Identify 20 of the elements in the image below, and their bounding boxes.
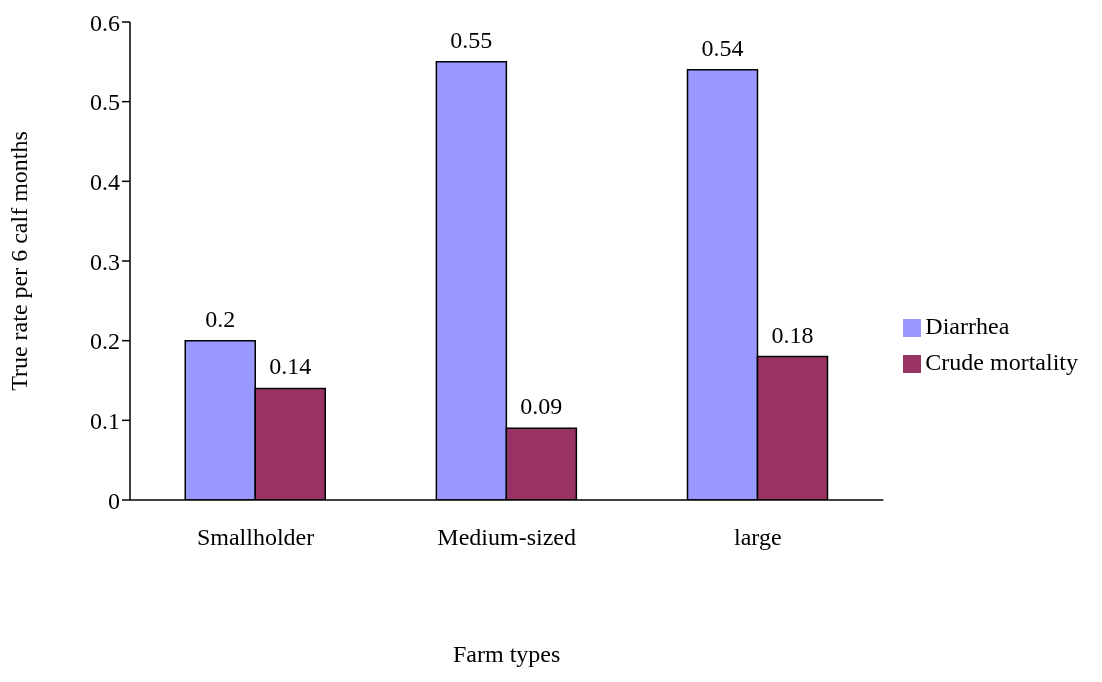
x-tick-label: Medium-sized — [437, 524, 576, 551]
y-tick-label: 0.5 — [90, 89, 120, 116]
legend-label: Diarrhea — [925, 313, 1010, 339]
x-tick-label: large — [734, 524, 782, 551]
y-axis-title: True rate per 6 calf months — [5, 131, 32, 391]
data-label: 0.2 — [205, 305, 236, 332]
data-label: 0.14 — [269, 353, 312, 380]
data-label: 0.55 — [450, 26, 493, 53]
x-axis-title: Farm types — [453, 641, 561, 667]
y-tick-label: 0 — [108, 487, 120, 514]
data-label: 0.09 — [520, 393, 563, 420]
y-tick-label: 0.3 — [90, 248, 120, 275]
y-tick-label: 0.2 — [90, 328, 120, 355]
data-label: 0.18 — [771, 321, 814, 348]
legend-label: Crude mortality — [925, 349, 1078, 375]
y-tick-label: 0.6 — [90, 9, 120, 36]
y-tick-label: 0.4 — [90, 168, 120, 195]
x-tick-label: Smallholder — [196, 524, 315, 551]
y-tick-label: 0.1 — [90, 407, 120, 434]
data-label: 0.54 — [701, 34, 744, 61]
